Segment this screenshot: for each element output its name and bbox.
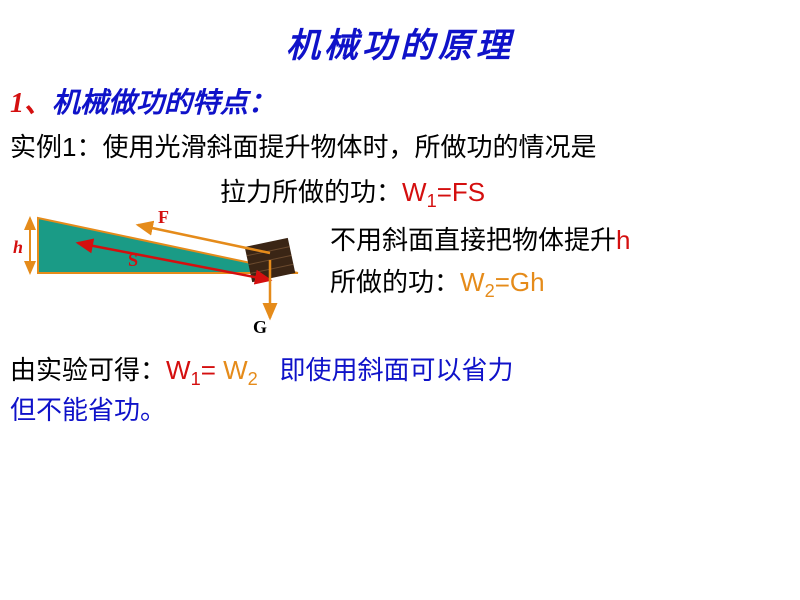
cw2: W	[223, 355, 248, 385]
title-text: 机械功的原理	[286, 28, 514, 65]
s-label: S	[128, 250, 138, 270]
conclusion-line2: 但不能省功。	[10, 390, 166, 427]
nouse-line1: 不用斜面直接把物体提升h	[330, 220, 630, 257]
page-title: 机械功的原理	[0, 0, 800, 67]
nouse-h: h	[616, 225, 630, 255]
pull-eq: =FS	[437, 177, 485, 207]
example-label: 实例1：	[10, 132, 102, 162]
conclusion-w1: W1= W2	[166, 355, 258, 385]
conclusion-pre: 由实验可得：	[10, 355, 166, 385]
section-heading: 1、机械做功的特点：	[10, 81, 800, 121]
cs2: 2	[248, 369, 258, 389]
section-number: 1、	[10, 88, 52, 119]
cs1: 1	[191, 369, 201, 389]
h-label: h	[13, 237, 23, 257]
pull-W: W	[402, 177, 427, 207]
cw1: W	[166, 355, 191, 385]
ceq: =	[201, 355, 216, 385]
nouse-line2: 所做的功：W2=Gh	[330, 262, 545, 302]
nouse-label2: 所做的功：	[330, 267, 460, 297]
example-line: 实例1：使用光滑斜面提升物体时，所做功的情况是	[10, 127, 800, 164]
example-body: 使用光滑斜面提升物体时，所做功的情况是	[102, 132, 596, 162]
f-label: F	[158, 207, 169, 227]
nouse-sub: 2	[485, 281, 495, 301]
pull-formula: W1=FS	[402, 177, 485, 207]
section-text: 机械做功的特点：	[52, 88, 276, 119]
nouse-W: W	[460, 267, 485, 297]
conclusion-tail: 即使用斜面可以省力	[279, 355, 513, 385]
g-label: G	[253, 317, 267, 337]
nouse-eq: =Gh	[495, 267, 545, 297]
conclusion-line1: 由实验可得：W1= W2 即使用斜面可以省力	[10, 350, 513, 390]
pull-sub: 1	[427, 191, 437, 211]
incline-diagram: h F S G	[8, 198, 328, 338]
nouse-pre: 不用斜面直接把物体提升	[330, 225, 616, 255]
nouse-formula: W2=Gh	[460, 267, 545, 297]
conclusion-tail2: 但不能省功。	[10, 395, 166, 425]
